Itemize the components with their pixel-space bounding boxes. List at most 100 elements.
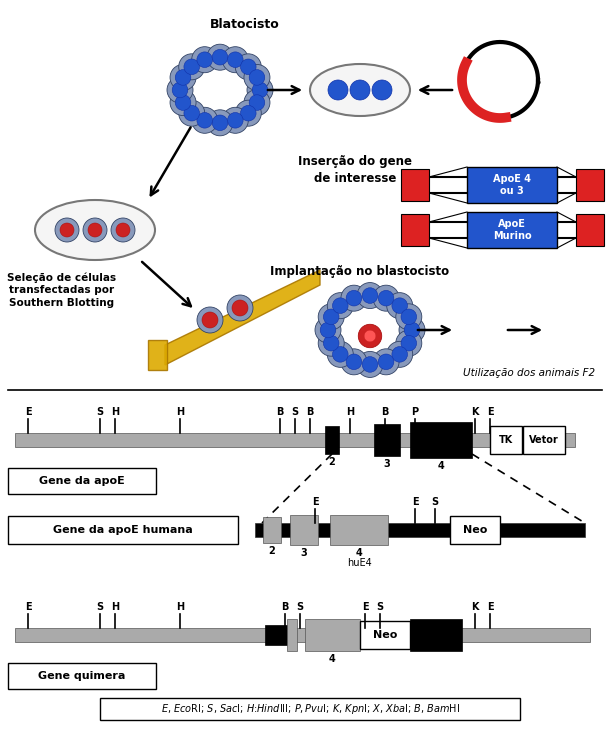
Circle shape xyxy=(88,223,102,237)
FancyBboxPatch shape xyxy=(576,214,604,246)
FancyBboxPatch shape xyxy=(263,517,281,543)
FancyBboxPatch shape xyxy=(325,426,339,454)
Circle shape xyxy=(244,64,270,90)
Circle shape xyxy=(357,283,383,308)
Circle shape xyxy=(373,348,399,375)
Circle shape xyxy=(332,298,348,313)
Circle shape xyxy=(378,354,394,370)
Circle shape xyxy=(392,298,407,313)
Circle shape xyxy=(249,95,265,110)
FancyBboxPatch shape xyxy=(401,214,429,246)
Circle shape xyxy=(240,59,256,74)
FancyBboxPatch shape xyxy=(467,167,557,203)
FancyBboxPatch shape xyxy=(410,619,462,651)
Text: TK: TK xyxy=(499,435,513,445)
Circle shape xyxy=(60,223,74,237)
Circle shape xyxy=(228,52,243,68)
Circle shape xyxy=(346,354,362,370)
Text: K: K xyxy=(472,407,479,417)
FancyBboxPatch shape xyxy=(287,619,297,651)
Text: ApoE
Murino: ApoE Murino xyxy=(493,219,531,241)
Circle shape xyxy=(396,330,422,356)
FancyBboxPatch shape xyxy=(100,698,520,720)
Text: E: E xyxy=(312,497,318,507)
Circle shape xyxy=(244,90,270,116)
Circle shape xyxy=(192,47,218,73)
Circle shape xyxy=(350,80,370,100)
Circle shape xyxy=(332,346,348,362)
Text: B: B xyxy=(281,602,289,612)
FancyBboxPatch shape xyxy=(330,515,388,545)
Text: Gene da apoE humana: Gene da apoE humana xyxy=(53,525,193,535)
Circle shape xyxy=(404,322,420,338)
Text: B: B xyxy=(381,407,389,417)
Circle shape xyxy=(197,52,212,68)
Circle shape xyxy=(175,70,191,85)
FancyBboxPatch shape xyxy=(8,516,238,544)
Circle shape xyxy=(362,288,378,303)
Circle shape xyxy=(318,330,344,356)
Circle shape xyxy=(179,100,205,126)
Circle shape xyxy=(387,341,413,367)
Text: huE4: huE4 xyxy=(346,558,371,568)
Circle shape xyxy=(341,348,367,375)
Circle shape xyxy=(392,346,407,362)
Circle shape xyxy=(116,223,130,237)
Circle shape xyxy=(362,356,378,373)
Text: S: S xyxy=(292,407,298,417)
Circle shape xyxy=(175,95,191,110)
Polygon shape xyxy=(148,340,167,370)
Circle shape xyxy=(399,317,425,343)
Circle shape xyxy=(346,290,362,306)
Circle shape xyxy=(252,82,268,98)
Circle shape xyxy=(328,341,353,367)
Circle shape xyxy=(207,110,233,136)
Text: H: H xyxy=(176,602,184,612)
Text: 2: 2 xyxy=(268,546,275,556)
FancyBboxPatch shape xyxy=(410,422,472,458)
Text: Utilização dos animais F2: Utilização dos animais F2 xyxy=(463,368,595,378)
Text: E: E xyxy=(487,602,493,612)
Text: Seleção de células
transfectadas por
Southern Blotting: Seleção de células transfectadas por Sou… xyxy=(7,272,117,308)
FancyBboxPatch shape xyxy=(255,523,585,537)
FancyBboxPatch shape xyxy=(467,212,557,248)
Circle shape xyxy=(222,107,248,133)
Text: 3: 3 xyxy=(301,548,307,558)
Circle shape xyxy=(323,309,339,324)
Polygon shape xyxy=(165,270,320,365)
Circle shape xyxy=(378,290,394,306)
Text: K: K xyxy=(472,602,479,612)
Text: 4: 4 xyxy=(356,548,362,558)
Circle shape xyxy=(212,115,228,130)
Circle shape xyxy=(197,307,223,333)
Text: P: P xyxy=(411,407,418,417)
FancyBboxPatch shape xyxy=(374,424,400,456)
FancyBboxPatch shape xyxy=(8,663,156,689)
Text: 4: 4 xyxy=(329,654,336,664)
Circle shape xyxy=(179,54,205,79)
Circle shape xyxy=(328,292,353,319)
Text: ApoE 4
ou 3: ApoE 4 ou 3 xyxy=(493,174,531,196)
FancyBboxPatch shape xyxy=(523,426,565,454)
Circle shape xyxy=(184,59,199,74)
Text: Gene da apoE: Gene da apoE xyxy=(39,476,125,486)
FancyBboxPatch shape xyxy=(490,426,522,454)
Ellipse shape xyxy=(35,200,155,260)
Circle shape xyxy=(357,351,383,378)
Text: S: S xyxy=(96,602,104,612)
FancyBboxPatch shape xyxy=(305,619,360,651)
Circle shape xyxy=(358,324,382,348)
Circle shape xyxy=(172,82,188,98)
Circle shape xyxy=(212,50,228,65)
Text: E: E xyxy=(24,602,31,612)
Text: S: S xyxy=(376,602,384,612)
Circle shape xyxy=(396,304,422,330)
Circle shape xyxy=(235,54,261,79)
Circle shape xyxy=(228,112,243,128)
Circle shape xyxy=(202,312,218,328)
Circle shape xyxy=(55,218,79,242)
Text: Neo: Neo xyxy=(373,630,397,640)
Circle shape xyxy=(170,64,196,90)
Circle shape xyxy=(247,77,273,103)
Circle shape xyxy=(83,218,107,242)
